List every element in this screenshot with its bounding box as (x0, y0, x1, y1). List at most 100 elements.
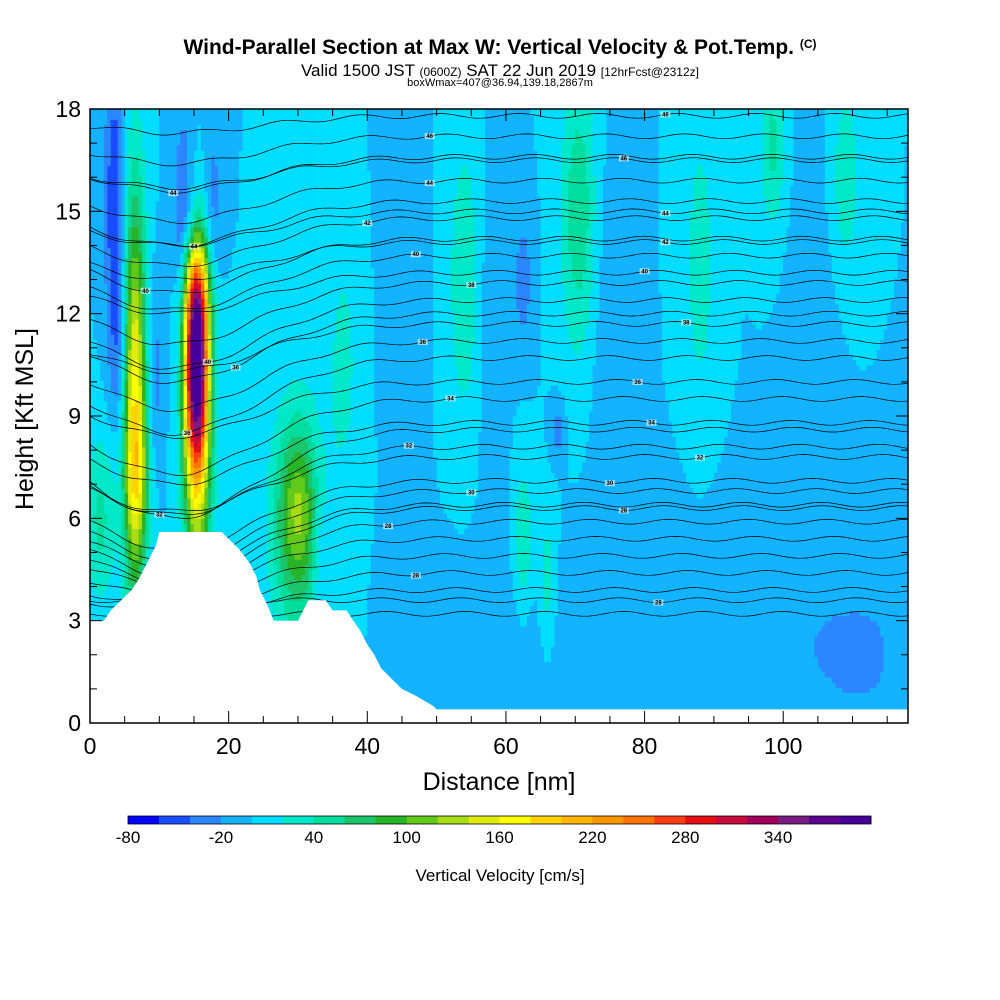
w-cell (173, 477, 178, 484)
w-cell (221, 405, 226, 412)
w-cell (180, 426, 185, 432)
w-cell (107, 313, 112, 320)
w-cell (221, 375, 226, 381)
w-cell (228, 226, 233, 233)
w-cell (176, 160, 181, 166)
w-cell (190, 119, 195, 125)
w-cell (200, 492, 205, 499)
w-cell (204, 185, 209, 192)
w-cell (228, 497, 233, 504)
w-cell (107, 400, 112, 407)
w-cell (93, 277, 98, 284)
w-cell (100, 201, 105, 207)
w-cell (128, 502, 133, 509)
w-cell (124, 518, 129, 525)
w-cell (169, 170, 174, 177)
w-cell (124, 487, 129, 494)
w-cell (169, 513, 174, 519)
w-cell (200, 441, 205, 448)
w-cell (148, 492, 153, 499)
w-cell (128, 282, 133, 289)
w-cell (214, 129, 219, 136)
w-cell (187, 282, 192, 289)
w-cell (176, 180, 181, 187)
w-cell (90, 282, 95, 289)
w-cell (121, 139, 126, 146)
w-cell (131, 175, 136, 182)
w-cell (135, 482, 140, 489)
w-cell (225, 267, 230, 274)
w-cell (180, 185, 185, 192)
w-cell (221, 482, 226, 489)
w-cell (90, 390, 95, 397)
w-cell (103, 462, 108, 468)
w-cell (114, 462, 119, 468)
w-cell (207, 185, 212, 192)
w-cell (124, 451, 129, 458)
w-cell (96, 190, 101, 197)
w-cell (107, 144, 112, 151)
w-cell (128, 364, 133, 371)
w-cell (128, 221, 133, 228)
w-cell (187, 149, 192, 156)
w-cell (145, 144, 150, 151)
w-cell (103, 109, 108, 115)
w-cell (121, 579, 126, 586)
w-cell (110, 426, 115, 432)
w-cell (128, 579, 133, 586)
w-cell (145, 410, 150, 417)
w-cell (135, 313, 140, 320)
w-cell (193, 134, 199, 141)
w-cell (200, 149, 205, 156)
w-cell (173, 349, 178, 356)
w-cell (100, 109, 105, 115)
w-cell (204, 385, 209, 392)
w-cell (90, 170, 95, 177)
w-cell (225, 109, 230, 115)
w-cell (155, 462, 160, 468)
w-cell (145, 139, 150, 146)
w-cell (204, 201, 209, 207)
w-cell (117, 242, 122, 248)
w-cell (207, 369, 212, 376)
w-cell (155, 533, 160, 540)
w-cell (218, 380, 223, 386)
w-cell (152, 231, 157, 238)
w-cell (221, 446, 226, 453)
w-cell (155, 119, 160, 125)
w-cell (159, 313, 164, 320)
w-cell (148, 139, 153, 146)
w-cell (96, 282, 101, 289)
w-cell (124, 559, 129, 565)
w-cell (166, 436, 171, 443)
w-cell (166, 221, 171, 228)
w-cell (148, 487, 153, 494)
w-cell (176, 236, 181, 243)
w-cell (148, 543, 153, 550)
w-cell (166, 180, 171, 187)
w-cell (180, 472, 185, 478)
w-cell (180, 262, 185, 269)
w-cell (211, 313, 216, 320)
w-cell (200, 462, 205, 468)
w-cell (138, 329, 143, 335)
w-cell (141, 165, 147, 171)
w-cell (162, 216, 167, 223)
w-cell (228, 395, 233, 402)
w-cell (148, 313, 153, 320)
w-cell (228, 446, 233, 453)
w-cell (121, 277, 126, 284)
w-cell (141, 308, 147, 315)
w-cell (145, 492, 150, 499)
w-cell (114, 564, 119, 571)
w-cell (197, 170, 202, 177)
w-cell (152, 385, 157, 392)
w-cell (141, 272, 147, 279)
w-cell (117, 323, 122, 330)
w-cell (138, 262, 143, 269)
w-cell (155, 497, 160, 504)
w-cell (211, 190, 216, 197)
w-cell (114, 451, 119, 458)
w-cell (214, 359, 219, 366)
w-cell (107, 487, 112, 494)
